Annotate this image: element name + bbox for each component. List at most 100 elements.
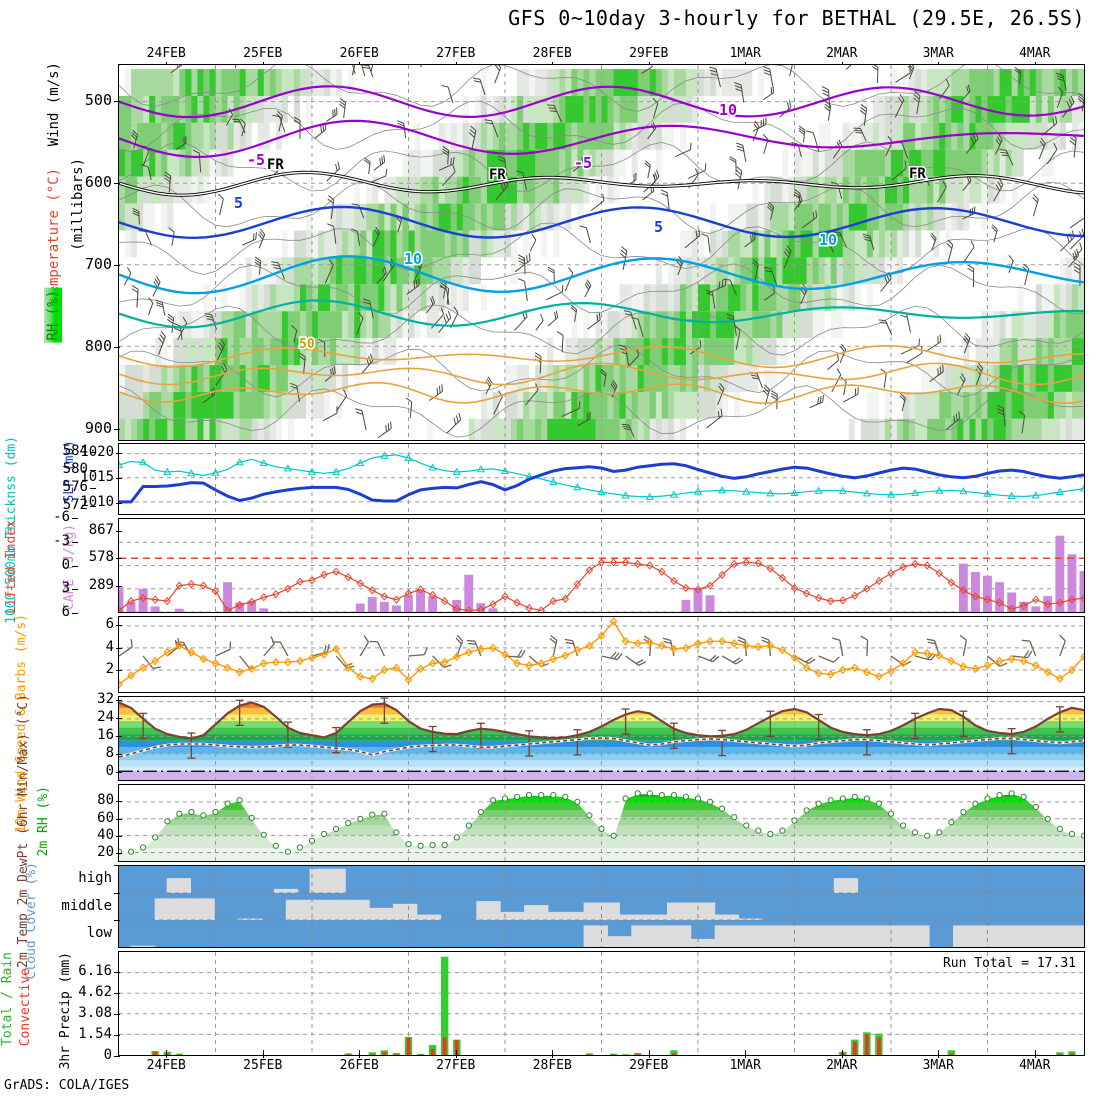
rh-shading-cell	[987, 122, 995, 150]
rh-shading-cell	[342, 365, 349, 392]
rh-shading-cell	[897, 284, 904, 312]
rh-shading-cell	[589, 338, 597, 365]
date-tick	[648, 1050, 650, 1058]
rh-shading-cell	[1023, 230, 1031, 258]
rh-shading-cell	[740, 230, 747, 258]
rh-shading-cell	[619, 230, 627, 258]
wind-barb	[993, 178, 1004, 202]
rh-shading-cell	[438, 95, 446, 123]
rh-shading-cell	[191, 95, 199, 123]
cloud-bar	[476, 901, 489, 920]
rh-shading-cell	[420, 122, 428, 150]
rh-shading-cell	[649, 257, 657, 285]
rh-shading-cell	[1059, 149, 1067, 177]
rh-shading-cell	[776, 203, 784, 231]
wind-barb	[996, 404, 1006, 427]
rh-shading-cell	[559, 284, 566, 312]
rh-shading-cell	[631, 176, 639, 204]
rh-shading-cell	[691, 391, 699, 419]
rh-shading-cell	[275, 230, 283, 258]
wind-barb	[123, 267, 132, 286]
rh-shading-cell	[354, 391, 361, 419]
rh-shading-cell	[921, 176, 928, 204]
rh-shading-cell	[149, 338, 156, 365]
rh-shading-cell	[969, 176, 977, 204]
cloud-bar	[690, 902, 704, 921]
rh-shading-cell	[800, 203, 808, 231]
lifted-index-marker	[839, 596, 847, 605]
rh-shading-cell	[366, 230, 373, 258]
rh-shading-cell	[981, 69, 989, 96]
rh-shading-cell	[999, 203, 1007, 231]
rh-shading-cell	[233, 284, 241, 312]
wind-barb	[570, 304, 578, 323]
minmax-whisker	[1055, 706, 1064, 733]
rh-shading-cell	[547, 176, 554, 204]
rh-shading-cell	[951, 149, 958, 177]
rh-shading-cell	[800, 230, 808, 258]
rh-marker	[658, 792, 665, 799]
rh-shading-cell	[1071, 311, 1079, 339]
wind-barb	[473, 77, 486, 96]
rh-shading-cell	[1029, 338, 1037, 365]
panel-precip[interactable]: Run Total = 17.31	[118, 951, 1085, 1056]
panel-upper-air[interactable]: 10 -5 -5 FR FR FR 5 5 10 10 50	[118, 64, 1085, 441]
rh-shading-cell	[360, 311, 367, 339]
rh-shading-cell	[1035, 391, 1043, 419]
rh-shading-cell	[866, 176, 874, 204]
panel-wind10m[interactable]	[118, 616, 1085, 693]
rh-shading-cell	[987, 176, 995, 204]
contour-label: FR	[909, 166, 926, 182]
rh-shading-cell	[619, 311, 627, 339]
rh-shading-cell	[523, 95, 530, 123]
rh-shading-cell	[1041, 338, 1049, 365]
rh-shading-cell	[963, 176, 971, 204]
rh-shading-cell	[993, 284, 1001, 312]
rh-shading-cell	[263, 203, 271, 231]
wind-barb	[468, 125, 477, 150]
rh-shading-cell	[137, 365, 144, 392]
panel-li-cape[interactable]	[118, 518, 1085, 613]
rh-shading-cell	[257, 338, 265, 365]
panel-rh2m[interactable]	[118, 784, 1085, 862]
precip-convective-bar	[442, 1037, 447, 1055]
rh-shading-cell	[764, 365, 771, 392]
rh-shading-cell	[818, 149, 826, 177]
rh-shading-cell	[776, 230, 784, 258]
rh-shading-cell	[553, 122, 560, 150]
rh-shading-cell	[848, 418, 856, 440]
panel-cloud-cover[interactable]	[118, 865, 1085, 948]
rh-shading-cell	[824, 203, 832, 231]
panel-temp2m[interactable]	[118, 696, 1085, 781]
panel-slp-thickness[interactable]	[118, 443, 1085, 515]
rh-shading-cell	[836, 95, 844, 123]
rh-shading-cell	[698, 176, 705, 204]
rh-shading-cell	[498, 338, 506, 365]
rh-shading-cell	[299, 230, 307, 258]
lifted-index-marker	[320, 570, 328, 579]
rh2m-label: 2m RH (%)	[36, 786, 51, 857]
rh-shading-cell	[698, 365, 705, 392]
rh-shading-cell	[1023, 176, 1031, 204]
rh-shading-cell	[408, 257, 416, 285]
rh-shading-cell	[860, 149, 868, 177]
wind-barb	[442, 146, 450, 165]
rh-shading-cell	[517, 69, 524, 96]
rh-shading-cell	[215, 311, 223, 339]
cloud-bar	[619, 914, 632, 920]
rh-shading-cell	[1011, 203, 1019, 231]
rh-shading-cell	[1047, 149, 1055, 177]
rh-shading-cell	[770, 122, 778, 150]
cloud-bar	[333, 868, 346, 893]
rh-shading-cell	[1029, 418, 1037, 440]
rh-shading-cell	[137, 257, 144, 285]
rh-marker	[501, 795, 509, 802]
rh-shading-cell	[981, 418, 989, 440]
date-label: 2MAR	[826, 46, 858, 61]
rh-shading-cell	[378, 69, 385, 96]
rh-shading-cell	[547, 365, 554, 392]
wind-barb	[584, 279, 592, 298]
rh-shading-cell	[854, 95, 862, 123]
rh-shading-cell	[390, 176, 398, 204]
rh-marker	[188, 808, 195, 816]
